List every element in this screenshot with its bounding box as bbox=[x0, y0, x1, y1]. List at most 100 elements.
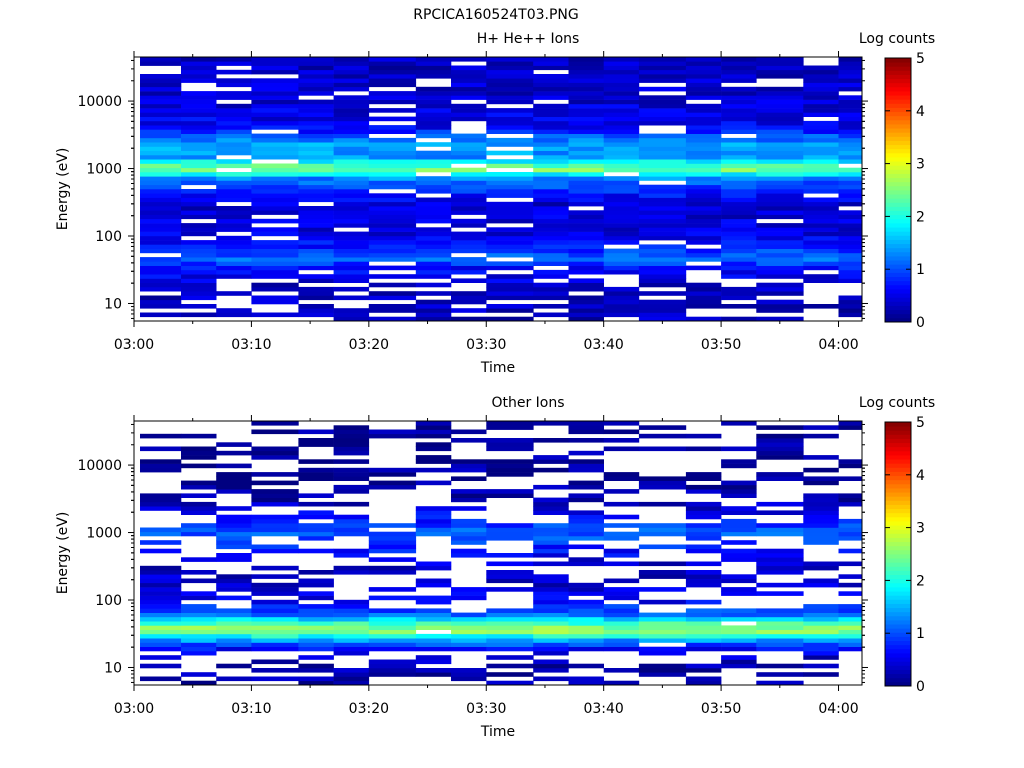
heatmap-cell bbox=[838, 642, 863, 647]
heatmap-cell bbox=[298, 227, 334, 232]
heatmap-cell bbox=[486, 163, 534, 169]
heatmap-cell bbox=[298, 231, 334, 237]
heatmap-cell bbox=[298, 69, 334, 75]
heatmap-cell bbox=[638, 112, 687, 117]
heatmap-cell bbox=[838, 235, 863, 241]
heatmap-cell bbox=[298, 223, 334, 228]
heatmap-cell bbox=[216, 582, 252, 588]
heatmap-cell bbox=[216, 103, 252, 109]
heatmap-cell bbox=[533, 154, 569, 160]
heatmap-cell bbox=[298, 582, 334, 588]
heatmap-cell bbox=[451, 438, 487, 443]
heatmap-cell bbox=[603, 608, 640, 613]
heatmap-cell bbox=[181, 501, 217, 507]
heatmap-cell bbox=[415, 240, 452, 245]
heatmap-cell bbox=[533, 484, 569, 490]
heatmap-cell bbox=[533, 574, 569, 579]
heatmap-cell bbox=[756, 86, 804, 92]
heatmap-cell bbox=[756, 261, 804, 266]
heatmap-cell bbox=[216, 463, 252, 469]
heatmap-cell bbox=[568, 82, 604, 88]
heatmap-cell bbox=[216, 261, 252, 266]
heatmap-cell bbox=[181, 252, 217, 258]
heatmap-cell bbox=[486, 425, 534, 430]
heatmap-cell bbox=[368, 218, 417, 224]
heatmap-cell bbox=[568, 295, 604, 301]
colorbar-segment bbox=[885, 124, 911, 129]
y-tick-label: 100 bbox=[95, 593, 122, 609]
x-tick-label: 03:40 bbox=[583, 701, 623, 717]
heatmap-cell bbox=[415, 201, 452, 207]
x-tick-label: 03:50 bbox=[701, 337, 741, 353]
heatmap-cell bbox=[756, 433, 804, 439]
heatmap-cell bbox=[333, 206, 370, 211]
heatmap-cell bbox=[140, 99, 182, 105]
heatmap-cell bbox=[251, 599, 299, 605]
heatmap-cell bbox=[568, 227, 604, 232]
colorbar-tick-label: 0 bbox=[916, 315, 925, 331]
colorbar-segment bbox=[885, 488, 911, 493]
heatmap-cell bbox=[298, 159, 334, 164]
colorbar-segment bbox=[885, 628, 911, 633]
heatmap-cell bbox=[251, 218, 299, 224]
heatmap-cell bbox=[568, 676, 604, 682]
heatmap-cell bbox=[451, 116, 487, 122]
heatmap-cell bbox=[333, 523, 370, 528]
heatmap-cell bbox=[803, 206, 839, 211]
colorbar-segment bbox=[885, 165, 911, 170]
colorbar-segment bbox=[885, 260, 911, 265]
colorbar-segment bbox=[885, 669, 911, 675]
heatmap-cell bbox=[216, 180, 252, 186]
heatmap-cell bbox=[486, 467, 534, 473]
heatmap-cell bbox=[333, 172, 370, 177]
heatmap-cell bbox=[803, 65, 839, 71]
heatmap-cell bbox=[181, 446, 217, 452]
heatmap-cell bbox=[838, 574, 863, 579]
heatmap-cell bbox=[603, 621, 640, 626]
heatmap-cell bbox=[368, 304, 417, 309]
heatmap-cell bbox=[298, 476, 334, 481]
heatmap-cell bbox=[533, 57, 569, 62]
colorbar-segment bbox=[885, 103, 911, 108]
heatmap-cell bbox=[803, 433, 839, 439]
heatmap-cell bbox=[216, 544, 252, 550]
colorbar-segment bbox=[885, 66, 911, 71]
heatmap-cell bbox=[803, 672, 839, 677]
heatmap-cell bbox=[251, 184, 299, 190]
heatmap-cell bbox=[533, 274, 569, 279]
heatmap-cell bbox=[533, 133, 569, 139]
heatmap-cell bbox=[685, 61, 722, 66]
heatmap-cell bbox=[368, 625, 417, 630]
heatmap-cell bbox=[638, 120, 687, 126]
heatmap-cell bbox=[298, 167, 334, 173]
heatmap-cell bbox=[333, 223, 370, 228]
heatmap-cell bbox=[181, 286, 217, 292]
heatmap-cell bbox=[568, 69, 604, 75]
heatmap-cell bbox=[638, 633, 687, 639]
heatmap-cell bbox=[721, 244, 757, 249]
heatmap-cell bbox=[721, 142, 757, 147]
heatmap-cell bbox=[685, 446, 722, 452]
heatmap-cell bbox=[486, 214, 534, 220]
heatmap-cell bbox=[803, 231, 839, 237]
heatmap-cell bbox=[251, 176, 299, 181]
colorbar-segment bbox=[885, 144, 911, 150]
y-tick-label: 100 bbox=[95, 229, 122, 245]
heatmap-cell bbox=[368, 235, 417, 241]
colorbar-segment bbox=[885, 202, 911, 207]
colorbar-segment bbox=[885, 305, 911, 311]
colorbar-segment bbox=[885, 467, 911, 472]
heatmap-cell bbox=[415, 312, 452, 318]
heatmap-cell bbox=[568, 261, 604, 266]
heatmap-cell bbox=[721, 201, 757, 207]
heatmap-cell bbox=[721, 206, 757, 211]
heatmap-cell bbox=[685, 214, 722, 220]
heatmap-cell bbox=[486, 201, 534, 207]
heatmap-cell bbox=[251, 265, 299, 271]
colorbar-segment bbox=[885, 516, 911, 522]
x-axis-label: Time bbox=[480, 724, 515, 740]
heatmap-cell bbox=[251, 676, 299, 682]
heatmap-cell bbox=[685, 218, 722, 224]
heatmap-cell bbox=[368, 159, 417, 164]
